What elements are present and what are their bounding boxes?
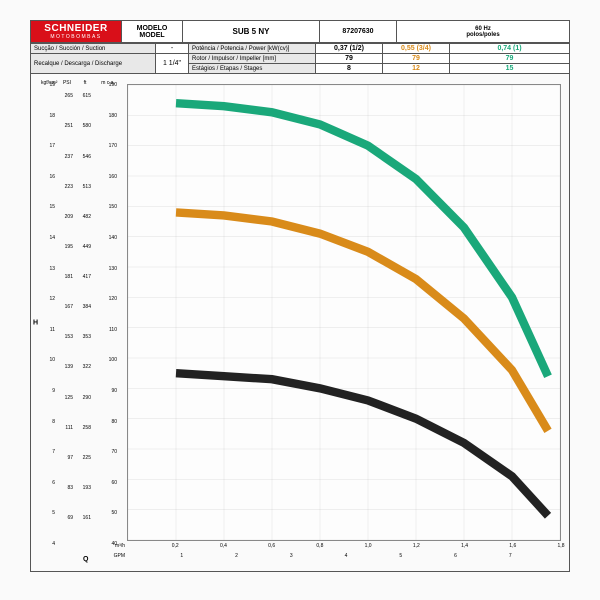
y-axis-label: H bbox=[33, 319, 38, 326]
p0c: 0,74 (1) bbox=[450, 44, 570, 54]
param-stages-label: Estágios / Etapas / Stages bbox=[189, 64, 316, 74]
x-labels: m³/h0,20,40,60,81,01,21,41,61,8GPM123456… bbox=[127, 543, 561, 565]
header-table: SCHNEIDER MOTOBOMBAS MODELOMODEL SUB 5 N… bbox=[30, 20, 570, 43]
plot-svg bbox=[128, 85, 560, 540]
p2b: 12 bbox=[383, 64, 450, 74]
spec-disch-val: 1 1/4" bbox=[156, 54, 189, 74]
param-power-label: Potência / Potencia / Power [kW(cv)] bbox=[189, 44, 316, 54]
param-rotor-label: Rotor / Impulsor / Impeller [mm] bbox=[189, 54, 316, 64]
model-value: SUB 5 NY bbox=[183, 21, 320, 43]
freq: 60 Hzpolos/poles bbox=[397, 21, 570, 43]
chart-zone: H Q kgf/cm²45678910111213141516171819PSI… bbox=[30, 74, 570, 572]
model-label: MODELOMODEL bbox=[137, 25, 168, 39]
spec-suction-val: - bbox=[156, 44, 189, 54]
p0a: 0,37 (1/2) bbox=[316, 44, 383, 54]
spec-suction-label: Sucção / Succión / Suction bbox=[31, 44, 156, 54]
model-code: 87207630 bbox=[320, 21, 397, 43]
plot-area bbox=[127, 84, 561, 541]
x-axis-label: Q bbox=[83, 556, 88, 563]
datasheet: SCHNEIDER MOTOBOMBAS MODELOMODEL SUB 5 N… bbox=[0, 0, 600, 600]
spec-table: Sucção / Succión / Suction - Potência / … bbox=[30, 43, 570, 74]
p2a: 8 bbox=[316, 64, 383, 74]
p1c: 79 bbox=[450, 54, 570, 64]
brand-name: SCHNEIDER bbox=[44, 23, 107, 34]
p1a: 79 bbox=[316, 54, 383, 64]
p1b: 79 bbox=[383, 54, 450, 64]
y-scales: kgf/cm²45678910111213141516171819PSI2652… bbox=[41, 82, 121, 541]
brand-sub: MOTOBOMBAS bbox=[31, 34, 121, 40]
p2c: 15 bbox=[450, 64, 570, 74]
spec-disch-label: Recalque / Descarga / Discharge bbox=[31, 54, 156, 74]
p0b: 0,55 (3/4) bbox=[383, 44, 450, 54]
brand-logo: SCHNEIDER MOTOBOMBAS bbox=[31, 21, 121, 42]
